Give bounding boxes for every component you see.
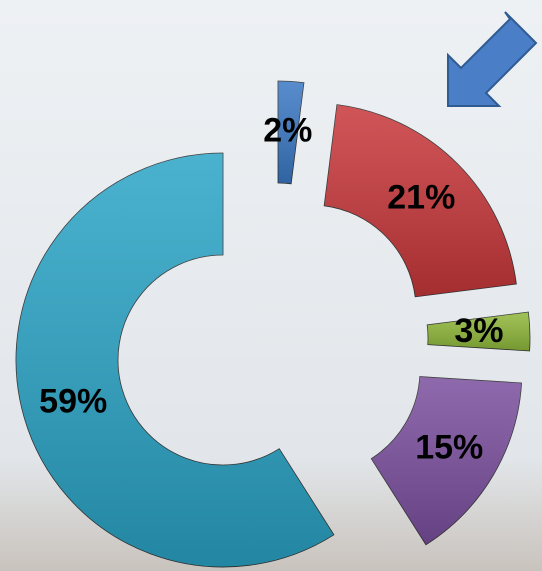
value-label: 59%: [39, 383, 107, 421]
page: {"chart_data": {"type": "donut", "values…: [0, 0, 542, 571]
chart: 2% 21% 3% 15% 59%: [0, 0, 542, 571]
value-label: 15%: [415, 428, 483, 466]
value-label: 3%: [454, 312, 503, 350]
value-label: 21%: [387, 179, 455, 217]
value-label: 2%: [263, 111, 312, 149]
